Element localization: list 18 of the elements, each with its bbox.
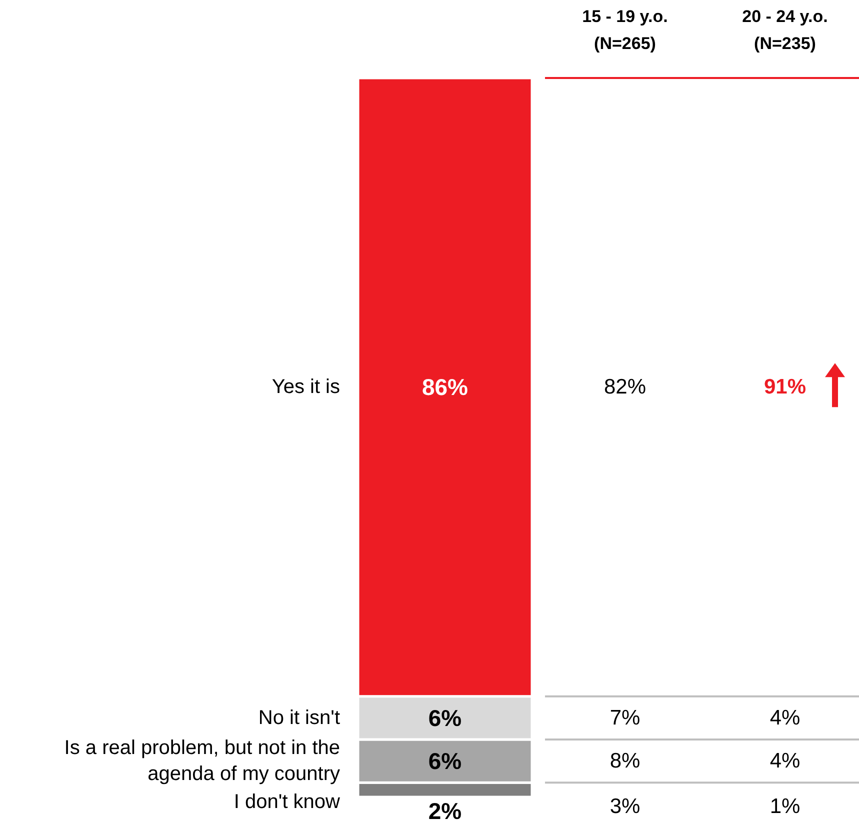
data-label: 7% — [610, 706, 640, 730]
data-label: 8% — [610, 750, 640, 773]
series-label: Is a real problem, but not in the agenda of my country — [64, 737, 340, 786]
data-label: 3% — [610, 794, 640, 818]
data-label: 6% — [428, 748, 462, 774]
data-label: 6% — [428, 704, 462, 731]
data-label: 91% — [764, 376, 806, 399]
series-label: Yes it is — [272, 376, 340, 398]
category-label: 15 - 19 y.o. (N=265) — [582, 7, 668, 53]
series-label: No it isn't — [258, 706, 340, 729]
data-label: 1% — [770, 794, 800, 818]
data-label: 82% — [604, 376, 646, 399]
data-label: 2% — [428, 798, 462, 824]
data-label: 86% — [422, 374, 468, 400]
data-label: 4% — [770, 750, 800, 773]
series-label: I don't know — [234, 791, 341, 814]
category-label: 20 - 24 y.o. (N=235) — [742, 7, 828, 53]
data-label: 4% — [770, 706, 800, 730]
